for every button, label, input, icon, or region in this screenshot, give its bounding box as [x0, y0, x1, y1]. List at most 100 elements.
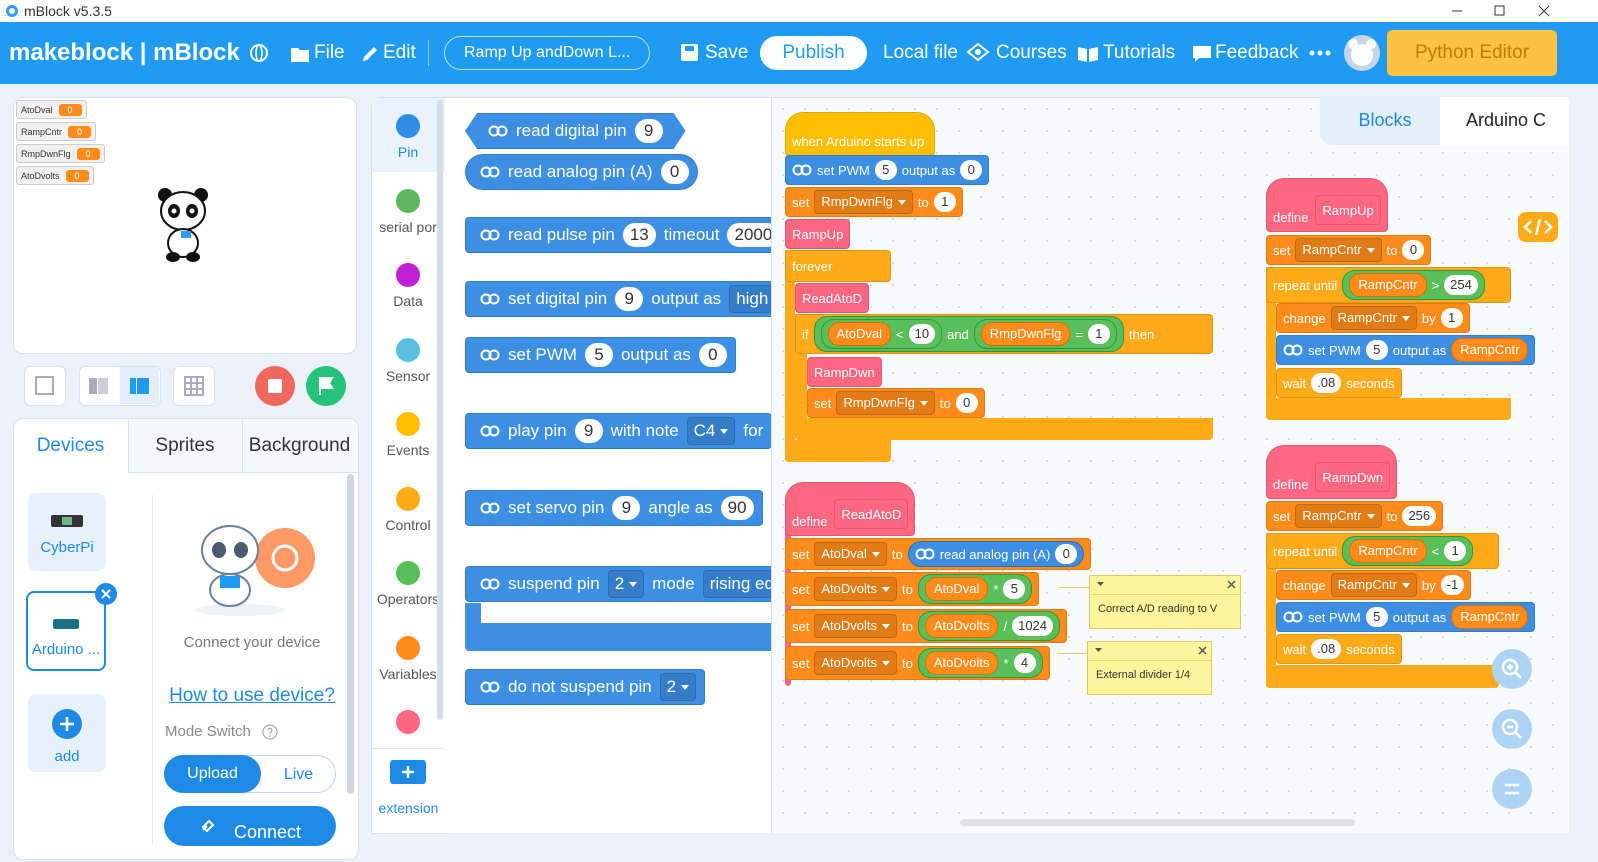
category[interactable]: Control — [372, 486, 444, 533]
courses[interactable]: Courses — [996, 42, 1067, 63]
extension-label[interactable]: extension — [378, 800, 439, 816]
window-controls[interactable] — [1440, 0, 1580, 22]
dropdown[interactable]: RampCntr — [1330, 573, 1417, 597]
script-block[interactable]: define RampDwn — [1266, 445, 1398, 499]
device-card[interactable]: CyberPi — [28, 493, 106, 571]
dropdown[interactable]: 2 — [659, 673, 697, 701]
file-menu[interactable]: File — [314, 42, 345, 63]
number-input[interactable]: 1 — [1440, 308, 1463, 328]
script-block[interactable]: forever — [785, 250, 891, 282]
category[interactable]: Sensor — [372, 337, 444, 384]
script-block[interactable]: set AtoDval to read analog pin (A) 0 — [785, 538, 1092, 570]
number-input[interactable]: 0 — [698, 343, 727, 367]
dropdown[interactable]: RmpDwnFlg — [836, 391, 935, 415]
small-stage-button[interactable] — [24, 366, 66, 406]
script-block[interactable]: set AtoDvolts to AtoDvolts * 4 — [785, 646, 1050, 680]
script-block[interactable]: change RampCntr by 1 — [1276, 303, 1470, 333]
script-block[interactable]: set RampCntr to 256 — [1266, 501, 1444, 531]
comment-controls[interactable] — [1090, 576, 1242, 594]
number-input[interactable]: .08 — [1311, 373, 1342, 393]
script-block[interactable]: change RampCntr by -1 — [1276, 570, 1472, 600]
run-controls[interactable] — [254, 365, 348, 407]
dropdown[interactable]: high — [729, 285, 771, 313]
number-input[interactable]: 254 — [1444, 275, 1478, 295]
script-block[interactable]: repeat until RampCntr <1 — [1266, 533, 1499, 569]
number-input[interactable]: -1 — [1440, 575, 1465, 595]
dropdown[interactable]: C4 — [686, 417, 736, 445]
category[interactable]: Variables — [372, 635, 444, 682]
dropdown[interactable]: AtoDvolts — [814, 614, 897, 638]
tutorials[interactable]: Tutorials — [1103, 42, 1176, 63]
category[interactable]: Pin — [372, 114, 444, 160]
dropdown[interactable]: RampCntr — [1295, 504, 1382, 528]
number-input[interactable]: 1 — [1087, 324, 1110, 344]
mode-upload[interactable]: Upload — [164, 755, 261, 793]
local-file[interactable]: Local file — [883, 42, 958, 63]
number-input[interactable]: 5 — [1365, 607, 1388, 627]
palette-block[interactable]: do not suspend pin 2 — [465, 669, 706, 705]
avatar[interactable] — [1342, 34, 1382, 72]
category-scrollbar[interactable] — [437, 100, 443, 720]
number-input[interactable]: 1 — [1444, 541, 1467, 561]
palette-block[interactable]: play pin 9 with note C4 for — [465, 413, 771, 449]
number-input[interactable]: 5 — [874, 160, 897, 180]
number-input[interactable]: 0 — [955, 393, 978, 413]
number-input[interactable]: 9 — [635, 119, 663, 143]
palette-block[interactable]: set servo pin 9 angle as 90 — [465, 490, 763, 526]
comment[interactable]: Correct A/D reading to V — [1089, 575, 1241, 629]
python-editor-button[interactable]: Python Editor — [1387, 30, 1557, 76]
comment[interactable]: External divider 1/4 — [1087, 641, 1212, 695]
tab[interactable]: Sprites — [155, 435, 215, 456]
number-input[interactable]: 0 — [1402, 240, 1425, 260]
number-input[interactable]: 0 — [660, 160, 689, 184]
code-tab[interactable]: Blocks — [1358, 110, 1412, 130]
extension-icon[interactable] — [390, 760, 426, 786]
palette-block[interactable]: suspend pin 2 mode rising ed — [465, 566, 771, 602]
script-block[interactable]: set AtoDvolts to AtoDvolts/1024 — [785, 609, 1068, 643]
script-block[interactable]: set PWM 5 output as RampCntr — [1276, 335, 1536, 365]
number-input[interactable]: 13 — [622, 223, 656, 247]
script-block[interactable]: if AtoDval <10 and RmpDwnFlg = 1 then — [795, 314, 1213, 354]
number-input[interactable]: 5 — [1365, 340, 1388, 360]
palette-block[interactable]: set PWM 5 output as 0 — [465, 337, 736, 373]
comment-controls[interactable] — [1088, 642, 1213, 660]
tab[interactable]: Devices — [36, 435, 105, 456]
dropdown[interactable]: RmpDwnFlg — [814, 190, 913, 214]
palette-block[interactable]: read digital pin 9 — [465, 113, 686, 149]
script-block[interactable]: set RmpDwnFlg to 1 — [785, 187, 963, 217]
help-icon[interactable] — [262, 724, 278, 740]
code-tab[interactable]: Arduino C — [1465, 110, 1547, 130]
number-input[interactable]: 0 — [960, 160, 983, 180]
grid-button[interactable] — [173, 366, 215, 406]
zoom-controls[interactable] — [1490, 647, 1534, 811]
number-input[interactable]: 9 — [574, 419, 603, 443]
add-device[interactable]: add — [28, 694, 106, 772]
code-toggle[interactable] — [1518, 212, 1558, 242]
number-input[interactable]: 1024 — [1012, 616, 1054, 636]
palette-block[interactable]: set digital pin 9 output as high — [465, 281, 771, 317]
script-block[interactable]: repeat until RampCntr >254 — [1266, 267, 1511, 303]
h-scrollbar[interactable] — [960, 819, 1355, 826]
remove-device[interactable] — [94, 582, 118, 606]
category-dot[interactable] — [396, 710, 422, 736]
palette-block[interactable]: read analog pin (A) 0 — [465, 154, 698, 190]
help-link[interactable]: How to use device? — [169, 685, 335, 706]
number-input[interactable]: 9 — [615, 287, 644, 311]
dropdown[interactable]: RampCntr — [1330, 306, 1417, 330]
script-block[interactable]: ReadAtoD — [795, 283, 869, 313]
palette-block[interactable]: read pulse pin 13 timeout 2000 — [465, 217, 771, 253]
more-icon[interactable] — [1308, 48, 1332, 58]
number-input[interactable]: 5 — [1003, 579, 1026, 599]
number-input[interactable]: .08 — [1311, 639, 1342, 659]
project-name[interactable]: Ramp Up andDown L... — [444, 36, 650, 70]
scrollbar[interactable] — [347, 474, 354, 794]
script-block[interactable]: wait .08 seconds — [1276, 634, 1402, 664]
number-input[interactable]: 1 — [933, 192, 956, 212]
number-input[interactable]: 4 — [1013, 653, 1036, 673]
edit-menu[interactable]: Edit — [383, 42, 416, 63]
connect-button[interactable]: Connect — [164, 806, 336, 846]
dropdown[interactable]: RampCntr — [1295, 238, 1382, 262]
dropdown[interactable]: rising ed — [702, 570, 771, 598]
number-input[interactable]: 10 — [908, 324, 936, 344]
category[interactable]: Events — [372, 412, 444, 458]
